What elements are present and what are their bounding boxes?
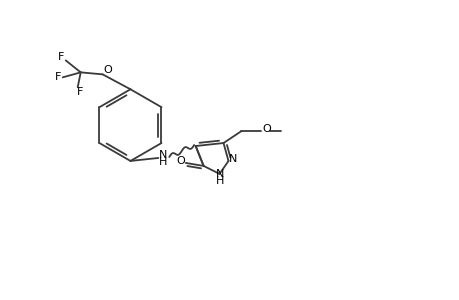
Text: F: F — [58, 52, 64, 62]
Text: O: O — [261, 124, 270, 134]
Text: N: N — [216, 169, 224, 179]
Text: F: F — [76, 87, 83, 97]
Text: O: O — [103, 65, 112, 75]
Text: N: N — [159, 151, 167, 160]
Text: H: H — [215, 176, 224, 186]
Text: F: F — [55, 72, 62, 82]
Text: N: N — [228, 154, 237, 164]
Text: H: H — [159, 158, 167, 167]
Text: O: O — [176, 156, 185, 167]
